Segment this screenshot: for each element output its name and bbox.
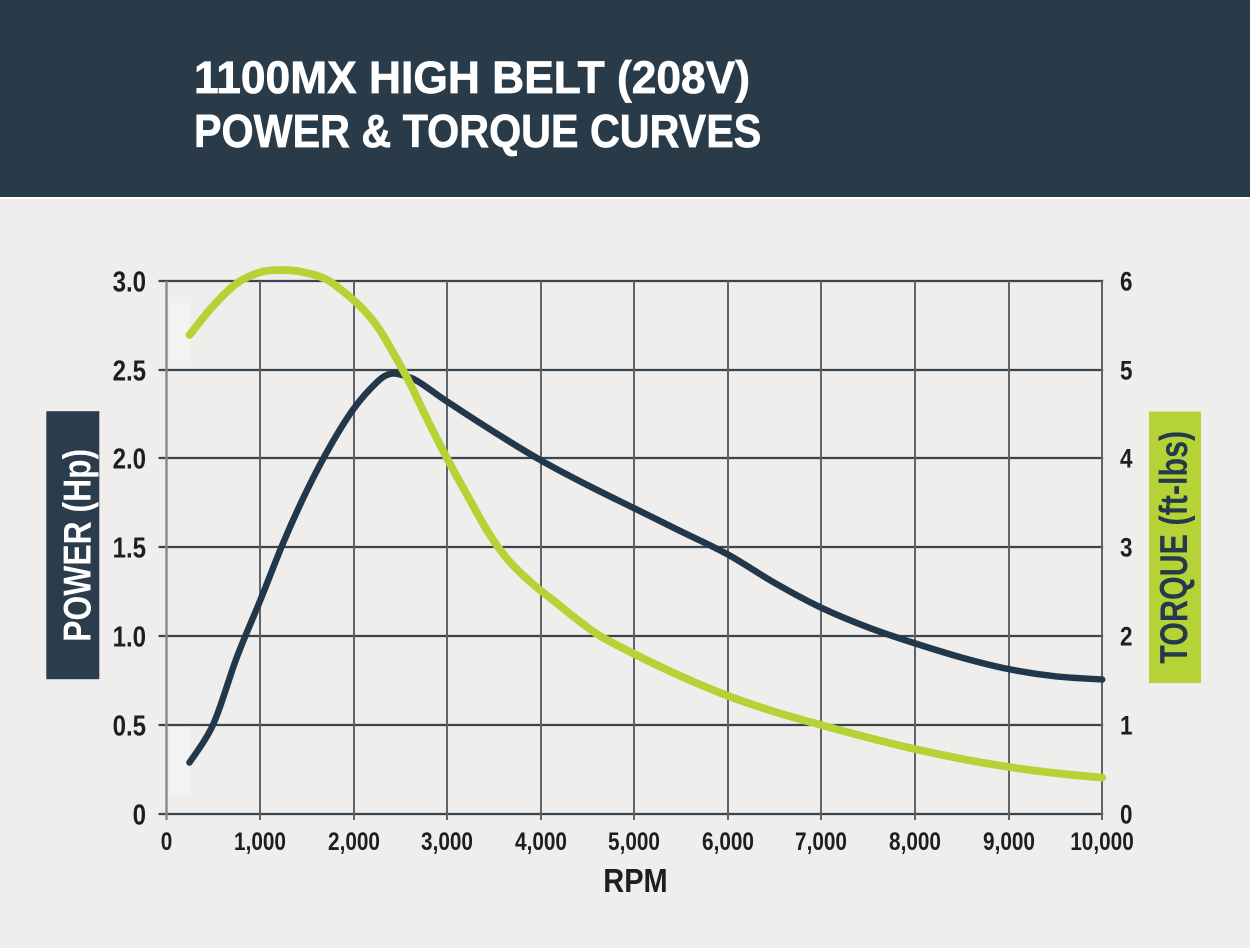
svg-text:2.0: 2.0 [113,442,146,475]
svg-text:7,000: 7,000 [795,827,847,855]
svg-text:4: 4 [1120,445,1133,474]
svg-text:2: 2 [1120,623,1132,652]
svg-text:1: 1 [1120,712,1133,741]
svg-text:0.5: 0.5 [113,709,147,742]
svg-text:RPM: RPM [603,862,667,899]
svg-text:POWER (Hp): POWER (Hp) [55,449,99,642]
svg-text:5,000: 5,000 [608,827,660,855]
svg-text:0: 0 [133,798,146,831]
svg-text:0: 0 [161,827,173,855]
svg-text:5: 5 [1120,357,1133,386]
svg-text:10,000: 10,000 [1070,827,1133,855]
svg-text:6,000: 6,000 [702,827,754,855]
svg-text:3,000: 3,000 [421,827,473,855]
svg-text:TORQUE (ft-lbs): TORQUE (ft-lbs) [1152,431,1195,664]
svg-text:4,000: 4,000 [515,827,567,855]
svg-text:2.5: 2.5 [113,354,147,387]
svg-text:8,000: 8,000 [889,827,941,855]
svg-text:1.5: 1.5 [113,531,147,564]
svg-text:1.0: 1.0 [113,620,146,653]
svg-text:3.0: 3.0 [113,265,146,298]
svg-text:2,000: 2,000 [328,827,380,855]
svg-text:9,000: 9,000 [983,827,1035,855]
svg-text:1,000: 1,000 [234,827,286,855]
svg-text:0: 0 [1120,801,1132,830]
svg-text:6: 6 [1120,268,1132,297]
svg-text:3: 3 [1120,534,1132,563]
